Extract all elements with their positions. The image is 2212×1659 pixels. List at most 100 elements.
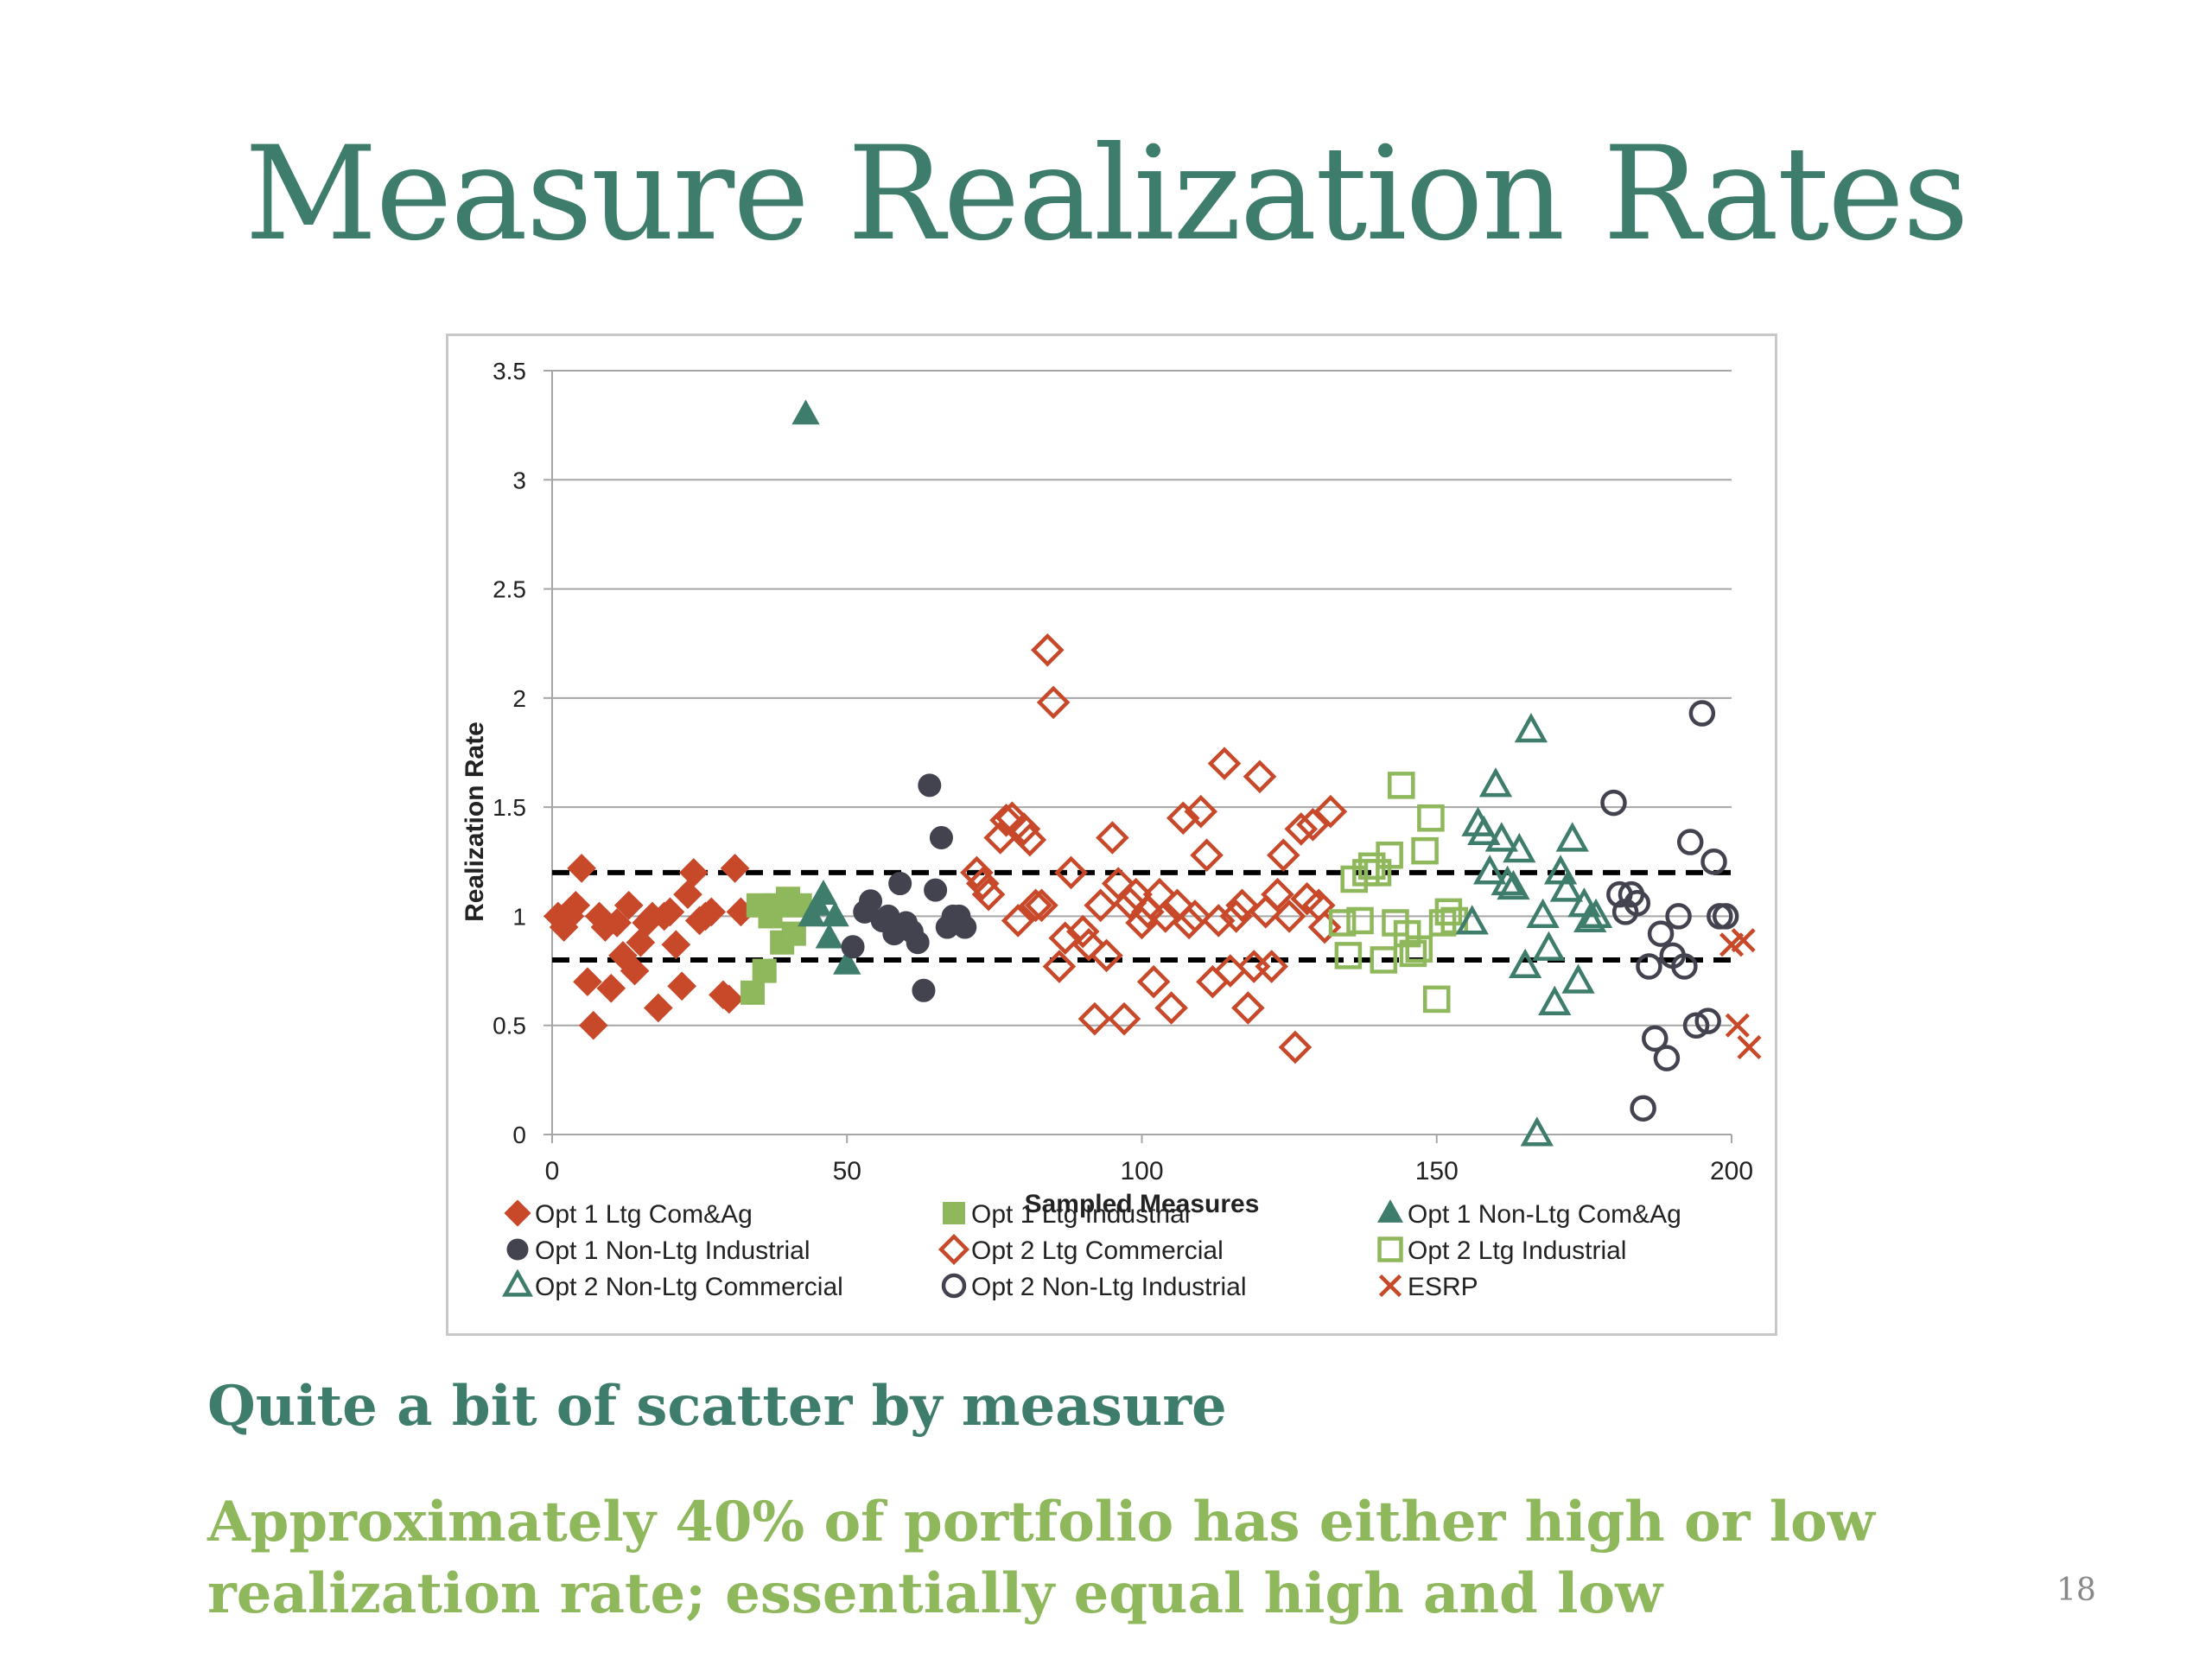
- x-tick-label: 0: [545, 1157, 560, 1185]
- slide-body-text: Approximately 40% of portfolio has eithe…: [207, 1490, 1875, 1627]
- data-point: [567, 854, 596, 883]
- legend-marker: [941, 1273, 967, 1299]
- data-point: [1478, 767, 1513, 798]
- legend-marker: [1377, 1236, 1403, 1262]
- data-point: [1411, 836, 1439, 865]
- data-point: [661, 930, 691, 960]
- legend-item: Opt 1 Non-Ltg Com&Ag: [1377, 1199, 1681, 1229]
- legend-marker: [1378, 1274, 1402, 1298]
- y-tick-label: 3: [512, 467, 526, 493]
- data-point: [1467, 815, 1501, 845]
- data-point: [1422, 985, 1451, 1014]
- data-point: [1543, 855, 1578, 885]
- data-point: [1503, 832, 1536, 863]
- data-point: [578, 1010, 608, 1040]
- data-point: [1455, 905, 1489, 935]
- data-point: [1107, 1001, 1141, 1036]
- data-point: [714, 984, 744, 1014]
- data-point: [1219, 899, 1254, 933]
- data-point: [1065, 914, 1100, 949]
- data-point: [1671, 953, 1698, 980]
- data-point: [809, 880, 838, 905]
- data-point: [1642, 1025, 1669, 1052]
- data-point: [833, 949, 861, 975]
- series-2: [791, 399, 861, 975]
- data-point: [1682, 1012, 1710, 1039]
- slide-title: Measure Realization Rates: [245, 119, 1969, 270]
- series-4: [960, 632, 1348, 1065]
- data-point: [1405, 935, 1433, 963]
- scatter-chart: 0 0.5 1 1.5 2 2.5 3 3.5 0 50 100 150 200 Sampled Meas…: [461, 358, 1762, 1301]
- data-point: [1096, 821, 1129, 855]
- data-point: [1636, 953, 1662, 980]
- y-tick-label: 2: [512, 685, 526, 712]
- data-point: [1514, 713, 1548, 743]
- y-tick-label: 0: [512, 1122, 526, 1148]
- legend-label: ESRP: [1408, 1273, 1478, 1301]
- x-tick-label: 150: [1415, 1157, 1459, 1185]
- legend-item: Opt 2 Non-Ltg Industrial: [941, 1273, 1247, 1301]
- y-tick-label: 3.5: [493, 358, 526, 385]
- data-point: [1243, 760, 1277, 794]
- data-point: [1555, 822, 1589, 852]
- legend-label: Opt 1 Non-Ltg Industrial: [535, 1236, 810, 1265]
- data-point: [1399, 939, 1427, 968]
- data-point: [1261, 877, 1294, 912]
- data-point: [620, 956, 650, 986]
- data-point: [1236, 950, 1271, 983]
- data-point: [1676, 829, 1704, 855]
- data-point: [841, 935, 865, 959]
- data-point: [960, 855, 994, 890]
- y-tick-label: 0.5: [493, 1013, 526, 1039]
- data-point: [1249, 895, 1283, 929]
- data-point: [1296, 808, 1330, 842]
- data-point: [1190, 838, 1224, 873]
- data-point: [1334, 942, 1363, 969]
- data-point: [673, 880, 702, 909]
- data-point: [1077, 1001, 1112, 1036]
- legend-label: Opt 2 Ltg Industrial: [1408, 1236, 1626, 1265]
- data-point: [1071, 927, 1106, 962]
- data-point: [1172, 906, 1206, 940]
- data-point: [1561, 963, 1595, 994]
- data-point: [696, 897, 727, 927]
- series-8: [1719, 928, 1762, 1060]
- data-point: [989, 803, 1023, 837]
- data-point: [596, 973, 626, 1003]
- data-point: [1328, 909, 1357, 937]
- data-point: [1184, 794, 1218, 829]
- data-point: [573, 967, 602, 997]
- data-point: [1579, 898, 1613, 928]
- data-point: [1113, 886, 1147, 920]
- legend-item: Opt 2 Ltg Commercial: [938, 1233, 1224, 1266]
- data-point: [1731, 928, 1756, 953]
- data-point: [1712, 903, 1739, 930]
- data-point: [929, 826, 953, 850]
- data-point: [906, 931, 930, 955]
- legend-item: Opt 2 Non-Ltg Commercial: [502, 1268, 843, 1301]
- legend-item: ESRP: [1378, 1273, 1478, 1301]
- data-point: [1688, 700, 1716, 727]
- data-point: [655, 897, 685, 927]
- data-point: [971, 877, 1006, 912]
- data-point: [815, 923, 843, 949]
- data-point: [787, 893, 812, 918]
- data-point: [1136, 964, 1171, 999]
- data-point: [1725, 1013, 1750, 1038]
- legend-item: Opt 2 Ltg Industrial: [1377, 1236, 1626, 1265]
- series-3: [841, 773, 977, 1002]
- data-point: [1278, 1030, 1313, 1065]
- data-point: [1255, 950, 1288, 983]
- data-point: [1473, 855, 1507, 885]
- data-point: [613, 890, 644, 920]
- data-point: [1048, 921, 1083, 955]
- data-point: [1272, 899, 1306, 933]
- data-point: [1573, 902, 1607, 933]
- data-point: [1013, 823, 1047, 857]
- data-point: [1019, 888, 1052, 923]
- data-point: [1434, 898, 1463, 926]
- data-point: [1084, 888, 1118, 923]
- data-point: [1025, 888, 1058, 923]
- data-point: [888, 872, 912, 896]
- x-axis-title: Sampled Measures: [1025, 1190, 1260, 1218]
